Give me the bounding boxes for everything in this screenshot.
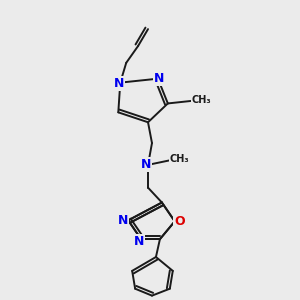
Text: N: N [114, 77, 124, 90]
Text: N: N [118, 214, 128, 227]
Text: N: N [154, 72, 164, 85]
Text: N: N [141, 158, 151, 171]
Text: CH₃: CH₃ [170, 154, 190, 164]
Text: O: O [174, 215, 185, 228]
Text: CH₃: CH₃ [192, 95, 211, 106]
Text: N: N [134, 235, 144, 248]
